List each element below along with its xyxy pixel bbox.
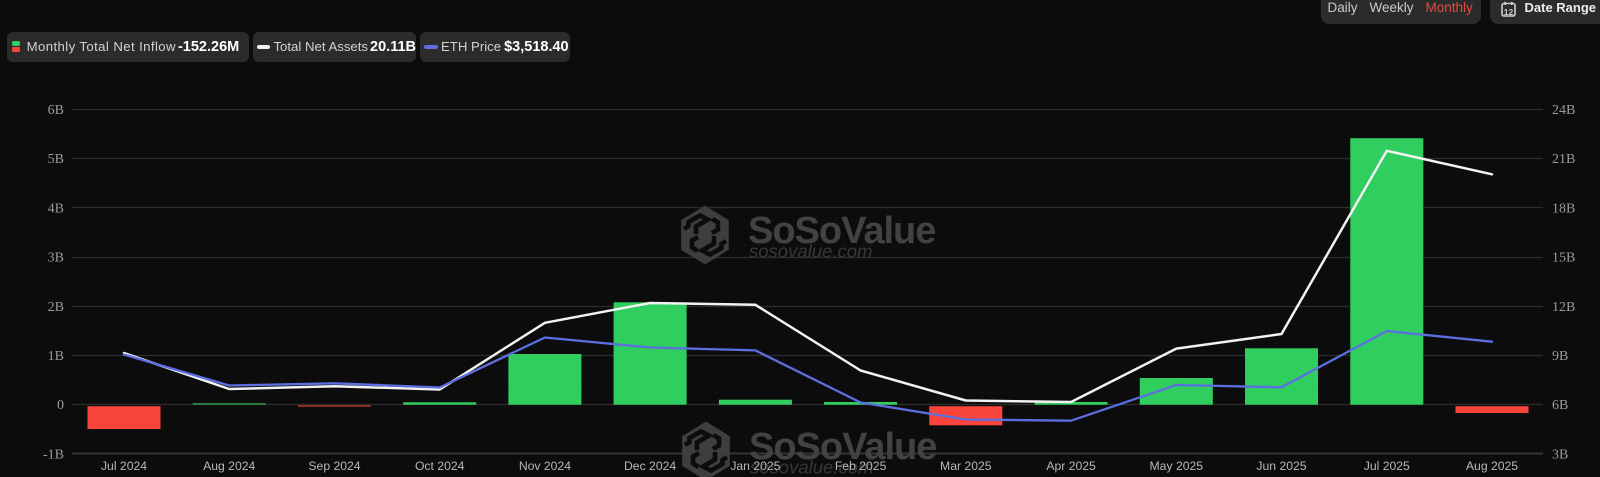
svg-text:15B: 15B (1552, 251, 1575, 266)
svg-text:2B: 2B (48, 300, 64, 315)
svg-text:Jan 2025: Jan 2025 (730, 459, 780, 473)
svg-text:12B: 12B (1552, 300, 1575, 315)
svg-text:Nov 2024: Nov 2024 (519, 459, 571, 473)
svg-text:Oct 2024: Oct 2024 (415, 459, 465, 473)
svg-text:21B: 21B (1552, 152, 1575, 167)
svg-text:Aug 2025: Aug 2025 (1466, 459, 1518, 473)
svg-text:Jul 2024: Jul 2024 (101, 459, 147, 473)
svg-text:Jun 2025: Jun 2025 (1256, 459, 1306, 473)
svg-text:May 2025: May 2025 (1150, 459, 1204, 473)
svg-text:3B: 3B (48, 251, 64, 266)
svg-text:SoSoValue: SoSoValue (748, 210, 935, 252)
svg-text:6B: 6B (48, 103, 64, 118)
svg-text:0: 0 (57, 398, 64, 413)
svg-text:6B: 6B (1552, 398, 1568, 413)
svg-text:5B: 5B (48, 152, 64, 167)
svg-text:Sep 2024: Sep 2024 (308, 459, 360, 473)
svg-text:Mar 2025: Mar 2025 (940, 459, 992, 473)
svg-text:-1B: -1B (43, 447, 64, 462)
svg-text:24B: 24B (1552, 103, 1575, 118)
svg-text:Apr 2025: Apr 2025 (1046, 459, 1096, 473)
svg-text:3B: 3B (1552, 447, 1568, 462)
svg-text:Feb 2025: Feb 2025 (835, 459, 887, 473)
svg-text:18B: 18B (1552, 201, 1575, 216)
svg-text:Jul 2025: Jul 2025 (1364, 459, 1410, 473)
svg-text:1B: 1B (48, 349, 64, 364)
svg-text:sosovalue.com: sosovalue.com (750, 457, 873, 477)
svg-text:Aug 2024: Aug 2024 (203, 459, 255, 473)
svg-text:9B: 9B (1552, 349, 1568, 364)
svg-text:4B: 4B (48, 201, 64, 216)
svg-text:Dec 2024: Dec 2024 (624, 459, 676, 473)
svg-text:sosovalue.com: sosovalue.com (749, 241, 872, 262)
svg-text:SoSoValue: SoSoValue (749, 426, 936, 468)
svg-text:12: 12 (1503, 7, 1513, 17)
